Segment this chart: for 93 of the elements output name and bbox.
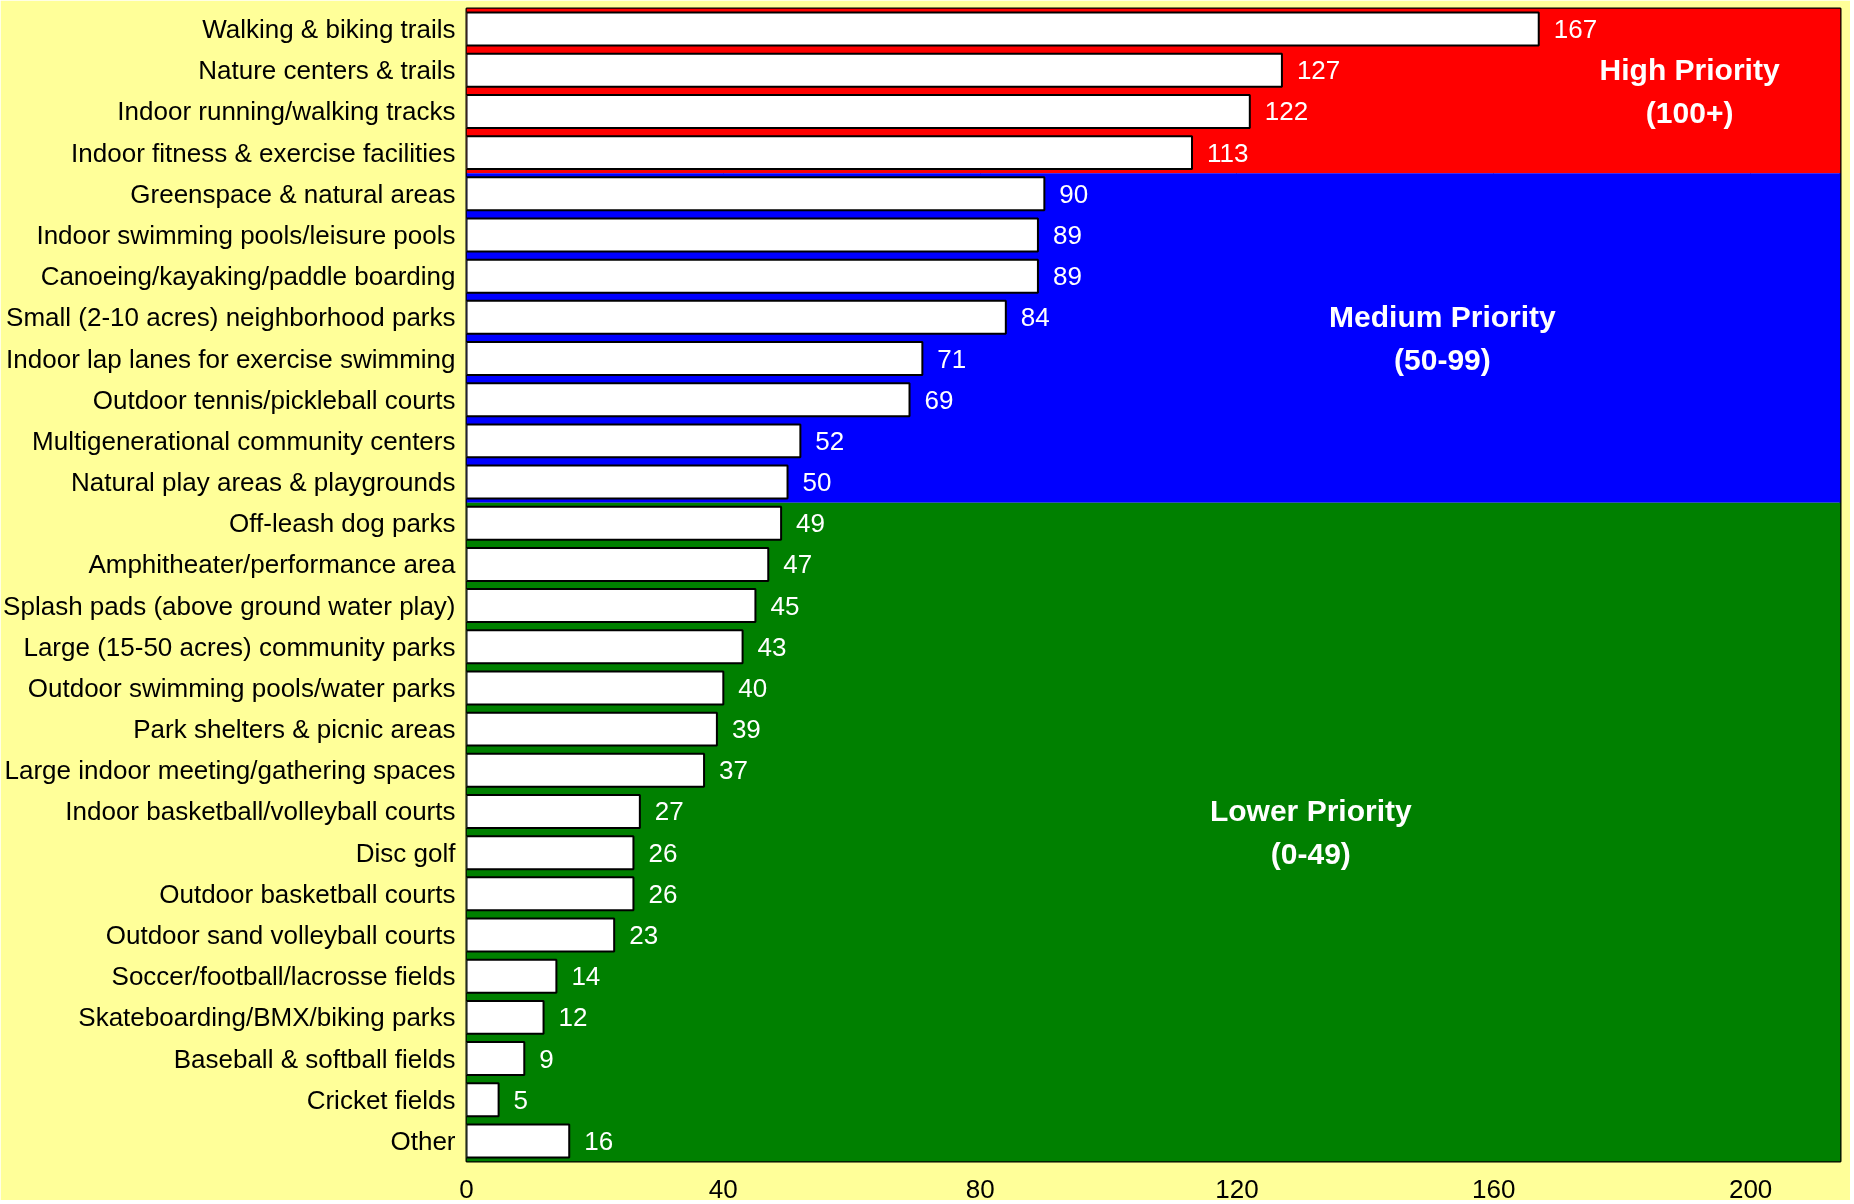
data-label: 40: [738, 672, 768, 703]
bar: [466, 52, 1283, 88]
bar: [466, 93, 1251, 129]
data-label: 49: [796, 508, 826, 539]
y-tick-label: Indoor basketball/volleyball courts: [65, 796, 456, 827]
y-tick-label: Nature centers & trails: [198, 55, 456, 86]
bar: [466, 835, 635, 871]
data-label: 37: [719, 755, 748, 786]
data-label: 122: [1264, 96, 1309, 127]
data-label: 5: [513, 1084, 529, 1115]
x-tick-label: 80: [965, 1173, 995, 1204]
y-tick-label: Large indoor meeting/gathering spaces: [4, 755, 456, 786]
data-label: 89: [1052, 219, 1082, 250]
y-tick-label: Amphitheater/performance area: [88, 549, 457, 580]
y-tick-label: Outdoor tennis/pickleball courts: [92, 384, 456, 415]
x-tick-label: 0: [459, 1173, 474, 1204]
x-tick-label: 120: [1215, 1173, 1259, 1204]
bar: [466, 299, 1007, 335]
band-label: Medium Priority (50-99): [1329, 299, 1557, 377]
bar: [466, 1123, 571, 1159]
bar: [466, 794, 641, 829]
y-tick-label: Disc golf: [355, 837, 457, 868]
y-tick-label: Indoor running/walking tracks: [117, 96, 456, 127]
y-tick-label: Other: [390, 1125, 456, 1156]
data-label: 69: [924, 384, 954, 415]
bar: [466, 752, 706, 788]
bar: [466, 258, 1039, 294]
bar: [466, 505, 783, 541]
data-label: 9: [539, 1043, 554, 1074]
y-tick-label: Walking & biking trails: [202, 14, 456, 45]
bar: [466, 217, 1039, 253]
bar: [466, 1041, 526, 1077]
data-label: 16: [584, 1125, 614, 1156]
data-label: 26: [648, 837, 678, 868]
band-label: High Priority (100+): [1599, 52, 1780, 129]
data-label: 89: [1052, 261, 1082, 292]
bar: [466, 1082, 500, 1118]
bar: [466, 11, 1540, 47]
data-label: 12: [558, 1002, 588, 1033]
y-tick-label: Off-leash dog parks: [229, 508, 456, 539]
data-label: 43: [757, 631, 787, 662]
y-tick-label: Large (15-50 acres) community parks: [23, 631, 456, 662]
bar: [466, 341, 924, 376]
y-tick-label: Skateboarding/BMX/biking parks: [78, 1002, 456, 1033]
y-tick-label: Cricket fields: [306, 1084, 456, 1115]
data-label: 45: [770, 590, 800, 621]
bar: [466, 999, 545, 1035]
y-tick-label: Baseball & softball fields: [173, 1043, 456, 1074]
y-tick-label: Indoor fitness & exercise facilities: [71, 137, 456, 168]
data-label: 84: [1020, 302, 1050, 333]
data-label: 23: [629, 920, 659, 951]
x-tick-label: 160: [1472, 1173, 1516, 1204]
data-label: 26: [648, 878, 678, 909]
bar: [466, 629, 744, 665]
y-tick-label: Splash pads (above ground water play): [3, 590, 456, 621]
y-tick-label: Outdoor basketball courts: [159, 878, 456, 909]
y-tick-label: Indoor lap lanes for exercise swimming: [6, 343, 456, 374]
data-label: 47: [783, 549, 813, 580]
band-label: Lower Priority (0-49): [1209, 793, 1412, 871]
x-tick-label: 200: [1728, 1173, 1773, 1204]
data-label: 113: [1207, 137, 1249, 168]
x-tick-label: 40: [708, 1173, 738, 1204]
y-tick-label: Small (2-10 acres) neighborhood parks: [6, 302, 456, 333]
data-label: 90: [1059, 178, 1089, 209]
bar: [466, 588, 757, 624]
bar: [466, 423, 802, 459]
bar: [466, 176, 1046, 212]
data-label: 167: [1553, 14, 1598, 45]
data-label: 14: [571, 961, 601, 992]
data-label: 27: [654, 796, 684, 827]
y-tick-label: Park shelters & picnic areas: [133, 714, 456, 745]
bar: [466, 876, 635, 912]
y-tick-label: Natural play areas & playgrounds: [71, 467, 456, 498]
bar: [466, 917, 616, 953]
bar: [466, 958, 558, 994]
bar: [466, 135, 1194, 171]
data-label: 127: [1296, 55, 1341, 86]
y-tick-label: Canoeing/kayaking/paddle boarding: [40, 261, 456, 292]
y-tick-label: Outdoor swimming pools/water parks: [27, 672, 456, 703]
y-tick-label: Outdoor sand volleyball courts: [105, 920, 456, 951]
data-label: 50: [802, 467, 832, 498]
y-tick-label: Indoor swimming pools/leisure pools: [36, 219, 456, 250]
y-tick-label: Greenspace & natural areas: [130, 178, 456, 209]
y-tick-label: Soccer/football/lacrosse fields: [111, 961, 456, 992]
bar: [466, 464, 789, 500]
bar: [466, 711, 718, 747]
data-label: 52: [815, 425, 845, 456]
bar: [466, 546, 770, 582]
data-label: 71: [937, 343, 967, 374]
y-tick-label: Multigenerational community centers: [32, 425, 456, 456]
bar: [466, 670, 725, 706]
data-label: 39: [731, 714, 761, 745]
bar: [466, 382, 911, 418]
